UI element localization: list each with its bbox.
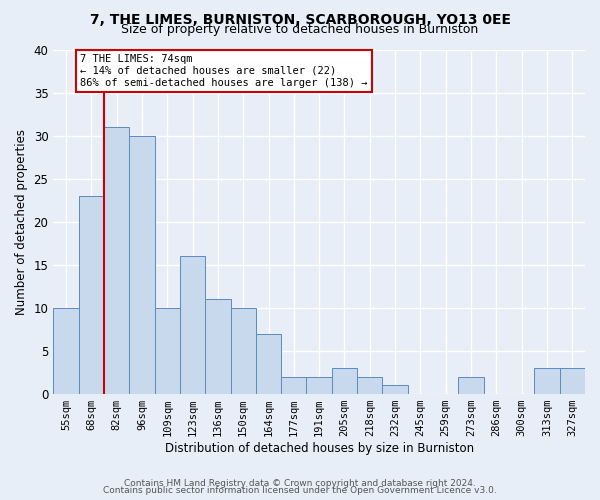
Text: 7, THE LIMES, BURNISTON, SCARBOROUGH, YO13 0EE: 7, THE LIMES, BURNISTON, SCARBOROUGH, YO… [89, 12, 511, 26]
Bar [256, 334, 281, 394]
Bar [205, 300, 230, 394]
Bar [79, 196, 104, 394]
Y-axis label: Number of detached properties: Number of detached properties [15, 129, 28, 315]
Text: Contains public sector information licensed under the Open Government Licence v3: Contains public sector information licen… [103, 486, 497, 495]
Text: Contains HM Land Registry data © Crown copyright and database right 2024.: Contains HM Land Registry data © Crown c… [124, 478, 476, 488]
Bar [458, 377, 484, 394]
Text: 7 THE LIMES: 74sqm
← 14% of detached houses are smaller (22)
86% of semi-detache: 7 THE LIMES: 74sqm ← 14% of detached hou… [80, 54, 367, 88]
Bar [535, 368, 560, 394]
Bar [307, 377, 332, 394]
Bar [180, 256, 205, 394]
X-axis label: Distribution of detached houses by size in Burniston: Distribution of detached houses by size … [164, 442, 474, 455]
Bar [155, 308, 180, 394]
Bar [104, 128, 129, 394]
Bar [281, 377, 307, 394]
Bar [357, 377, 382, 394]
Bar [129, 136, 155, 394]
Text: Size of property relative to detached houses in Burniston: Size of property relative to detached ho… [121, 22, 479, 36]
Bar [560, 368, 585, 394]
Bar [53, 308, 79, 394]
Bar [382, 386, 408, 394]
Bar [332, 368, 357, 394]
Bar [230, 308, 256, 394]
